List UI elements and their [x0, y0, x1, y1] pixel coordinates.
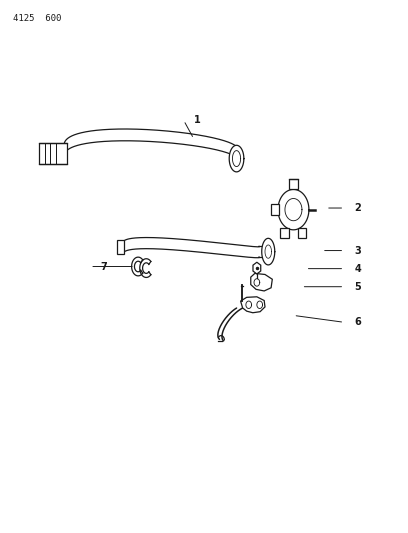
Polygon shape — [251, 273, 272, 291]
Ellipse shape — [262, 238, 275, 265]
Text: 3: 3 — [355, 246, 361, 255]
Bar — [289, 179, 298, 189]
Bar — [280, 228, 288, 238]
Text: 2: 2 — [355, 203, 361, 213]
Bar — [271, 204, 279, 215]
Text: 5: 5 — [355, 282, 361, 292]
Polygon shape — [241, 297, 265, 313]
Text: 4125  600: 4125 600 — [13, 14, 61, 23]
Text: 4: 4 — [355, 264, 361, 273]
Bar — [117, 240, 124, 254]
Circle shape — [278, 189, 309, 230]
Text: 1: 1 — [194, 115, 201, 125]
Polygon shape — [253, 262, 261, 274]
Text: 7: 7 — [100, 262, 107, 271]
Bar — [39, 143, 67, 164]
Text: 6: 6 — [355, 317, 361, 327]
Ellipse shape — [229, 146, 244, 172]
Bar — [298, 228, 306, 238]
